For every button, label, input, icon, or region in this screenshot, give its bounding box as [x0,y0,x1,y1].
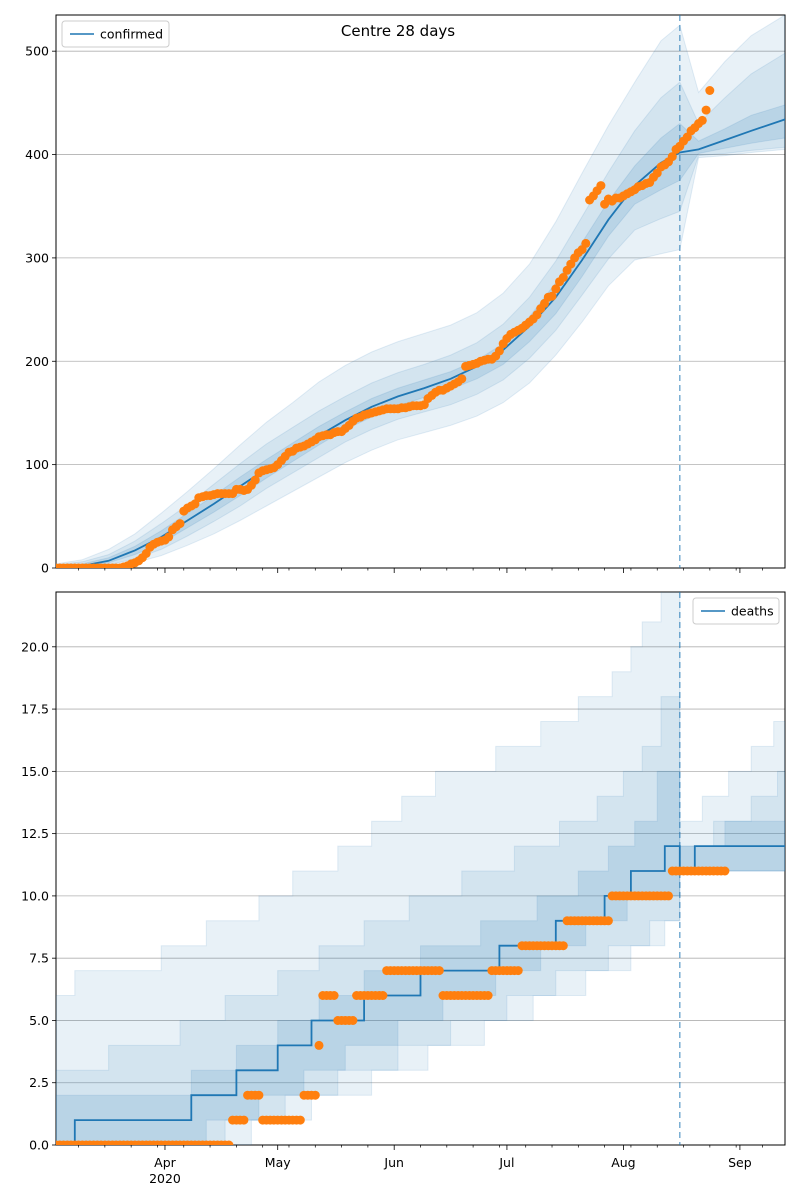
observed-point [664,891,673,901]
confidence-band-95 [56,15,785,568]
observed-point [250,475,260,485]
observed-point [295,1115,305,1125]
observed-point [713,0,722,5]
y-tick-label: 400 [25,147,49,162]
observed-point [705,86,715,95]
observed-point [224,1140,234,1145]
y-tick-label: 20.0 [21,639,49,654]
y-tick-label: 7.5 [29,951,49,966]
observed-point [551,284,561,294]
observed-point [314,1040,324,1050]
y-tick-label: 200 [25,354,49,369]
plot-area [56,592,785,1145]
confidence-band-50 [56,104,785,568]
observed-point [483,991,493,1000]
plot-frame [55,591,786,1146]
confirmed-panel: 0 100 200 300 400 500 confirmed [25,0,786,576]
observed-point [558,941,568,951]
y-tick-label: 10.0 [21,888,49,903]
observed-point [709,0,718,5]
x-tick-label: Aug [611,1155,635,1170]
observed-point [513,966,523,976]
y-tick-label: 500 [25,44,49,59]
legend-box [61,20,170,48]
observed-point [701,105,711,115]
legend-label: deaths [731,604,774,619]
x-tick-year-label: 2020 [149,1171,181,1186]
observed-point [581,238,591,248]
y-tick-label: 300 [25,250,49,265]
observed-point [717,0,726,5]
y-tick-label: 15.0 [21,764,49,779]
legend-box [692,597,780,625]
observed-point [720,866,730,876]
observed-point [596,181,606,191]
chart-title: Centre 28 days [341,22,455,40]
observed-point [603,916,613,926]
observed-point [378,991,388,1000]
observed-point [164,532,174,542]
x-tick-label: Apr [154,1155,176,1170]
observed-point [667,152,677,162]
x-tick-label: Jul [498,1155,514,1170]
observed-point [310,1090,320,1100]
x-tick-label: May [265,1155,291,1170]
observed-point [697,115,707,125]
observed-point [434,966,444,976]
observed-point [239,1115,249,1125]
y-tick-label: 12.5 [21,826,49,841]
observed-point [457,374,467,384]
observed-point [329,991,339,1000]
median-line [56,845,785,1145]
observed-point [547,291,557,301]
legend-label: confirmed [100,27,163,42]
plot-frame [55,14,786,569]
y-tick-label: 100 [25,457,49,472]
y-tick-label: 17.5 [21,702,49,717]
observed-point [175,519,185,529]
observed-point [254,1090,264,1100]
x-tick-label: Jun [383,1155,404,1170]
observed-point [558,273,568,282]
confidence-band-80 [56,696,785,1145]
y-tick-label: 2.5 [29,1075,49,1090]
y-tick-label: 0.0 [29,1138,49,1153]
confidence-band-95 [56,592,785,1145]
y-tick-label: 0 [41,561,49,576]
y-tick-label: 5.0 [29,1013,49,1028]
observed-point [720,0,729,5]
observed-point [494,346,504,356]
x-tick-label: Sep [728,1155,752,1170]
plot-area [56,0,785,568]
observed-point [348,1016,358,1025]
